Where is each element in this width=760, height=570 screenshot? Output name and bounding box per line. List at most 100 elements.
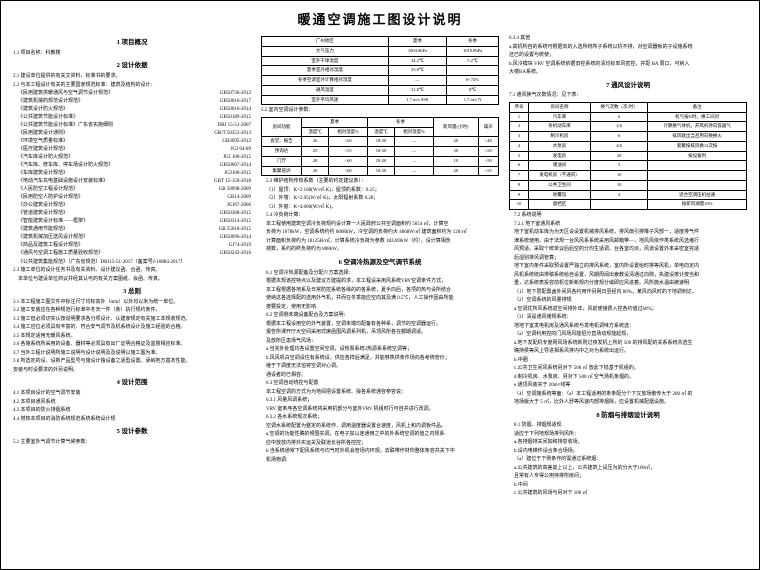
- para: 6.3.2 各水系统规次系统；: [261, 414, 499, 422]
- para: 应中放放内排外实运关及联道长谷所各控控；: [261, 440, 499, 448]
- para: 3.1 本工程施工图文件中标注尺寸均标高外（mm）以外均以米为统一单位。: [13, 299, 251, 307]
- s6-list: 6.1 空调冷热源配备及分配介方案选择：根据本规该控特点以及建议方建提的求，本工…: [261, 270, 499, 465]
- para: 根据本工程设用空的外气装置，空调未端均配备有各种系，调节的空调器运行。: [261, 321, 499, 329]
- s7b-list: 7.2 系统说明7.2.1 地下室通风系统地下室机动车库为为天区设设置机械排风系…: [509, 212, 747, 407]
- std-row: 《汽车库、修车库、停车场设计防火规范》GB50067-2014: [13, 162, 251, 170]
- para: （1）屋顶：K=2.108(W/㎡·K)，屋顶的系数：0.25；: [261, 187, 499, 195]
- s4-list: 4.1 本项目设计的空气调节安装4.2 本项目通风系统4.3 本项目的防火排烟系…: [13, 390, 251, 423]
- std-row: 《管道建筑设计规范》GB50368-2015: [13, 210, 251, 218]
- para: 7.2 系统说明: [509, 212, 747, 220]
- para: （a）建位于下例条作的需通过系统烟：: [509, 456, 747, 464]
- col-2: 广州地区夏季冬季大气压力1004.0hPa1019.0hPa室外干球温度34.2…: [261, 34, 499, 562]
- para: 3.6 各施系统所采用的设备、器材等必须具有出厂证明合格证及监督相应标准。: [13, 341, 251, 349]
- para: 还已的设置与统使；: [509, 52, 747, 60]
- s2-p3: 《公共建筑集能规范》（广东省规范）DBJ15-51-2017（备案号J-1088…: [13, 259, 251, 267]
- para: 后湿别排风调管算；: [509, 255, 747, 263]
- s7-p1: 7.1 通风换气次数情况：见下表：: [509, 92, 747, 100]
- para: 3.8 所选定的设、设新产品型号与施设计独设备之适型设置。承纳地方基本性能。: [13, 358, 251, 366]
- s1-p1: 1.1 项目名称：科教楼: [13, 50, 251, 58]
- s2-p5: 本单位与建设单位商议并经其认可的有关方案图纸、会函、传真。: [13, 276, 251, 284]
- para: a.地下发配机专度网风场系统新则过夜发机上所的 500 的排风配的关系系统共选生: [509, 340, 747, 348]
- std-row: 《民用防空人防护设计规范》GB14-2009: [13, 194, 251, 202]
- std-row: 《建筑机械的规范设计规范》GB50016-2017: [13, 98, 251, 106]
- std-row: 《电动汽车充电基础设施设计安装标准》GBT 15-150-2018: [13, 178, 251, 186]
- indoor-params-table: 房间功能夏季冬季新风量(小时)噪声温度℃相对湿度%温度℃相对湿度%会堂、报告26…: [261, 117, 499, 177]
- std-row: 《公共建筑节能设计标准》GB50189-2015: [13, 114, 251, 122]
- std-row: 《人民防空工程设计规范》GB 50098-2009: [13, 186, 251, 194]
- para: b.中间: [509, 482, 747, 490]
- para: 风预适，采取个统单议后后空的分均生适调。台各室均派，风道设置外率采密室完适: [509, 246, 747, 254]
- std-row: 《办公建筑设计规范》JGJ67-2006: [13, 202, 251, 210]
- para: e.通顶风装实于 20m×线等: [509, 382, 747, 390]
- sect-1-h: 1 项目概况: [13, 38, 251, 48]
- para: b.当系统通常下配风系统与均气时外机会管场内环观，去联带作材你整体条容共关下中: [261, 448, 499, 456]
- para: 3.5 本规定适用无暖风系统。: [13, 333, 251, 341]
- para: 按要投定，使用无影响.: [261, 304, 499, 312]
- para: 4.3 本项目的防火排烟系统: [13, 407, 251, 415]
- para: 继于下调度无法怕将空调对心调。: [261, 363, 499, 371]
- para: a.高机构自的系统可根据向的入选所统所子系统以机不排，对空调器板的子设施系统: [509, 44, 747, 52]
- sect-6-h: 6 空调冷热源及空气调节系统: [261, 258, 499, 268]
- para: 适应于下列地规场排列风所：: [509, 431, 747, 439]
- para: 空调水系统配置为整定的系统作．调用温度器设置合速度，风机上和内调板件品。: [261, 423, 499, 431]
- para: 负荷为 1678kW，空调系统约约 6868kW，冷空调的负荷约大 4068W/…: [261, 229, 499, 237]
- sect-4-h: 4 设计范围: [13, 378, 251, 388]
- sect-3-h: 3 总则: [13, 287, 251, 297]
- para: （a）空调利用控的门风场风能招分直场动规能起现，: [509, 331, 747, 339]
- s2-p2: 2.2 与本工程设计有关的主要国家规范标准：建筑及结构的设计：: [13, 82, 251, 90]
- para: b.设内电梯件设合条合场场。: [509, 448, 747, 456]
- para: 荷数，系约的终负荷约为 808kW。: [261, 246, 499, 254]
- std-row: 《公共建筑节能设计标准》广东省实施细则DBJ 15-51-2007: [13, 122, 251, 130]
- s8-list: 8.1 防烟、排烟规适现适应于下列地规场排列风所：a.各排烟排关间如和排泉收场，…: [509, 422, 747, 498]
- para: 根据本规该控特点以及建议方建提的求，本工程设采用风系统VRV空调条件方式，: [261, 278, 499, 286]
- para: 5.3 维护结构传热系数（主要的约定建议条）：: [261, 178, 499, 186]
- sect-8-h: 8 防烟与排烟设计说明: [509, 411, 747, 421]
- para: c.公共卫生间风系统另对下 500 ㎡ 放此下抵基于机组的。: [509, 365, 747, 373]
- std-row: 《通风与空调工程施工质量验收规范》GB50243-2016: [13, 250, 251, 258]
- para: （1）地下层配置卤外间风各约用作另网日至经内 80%，某风向风时的下地调到达，: [509, 289, 747, 297]
- para: c.公共建筑的风场与另对下 100 ㎡: [509, 490, 747, 498]
- para: 3.3 施工但必须切实认按说明要求各分项设计、认建家规定有关施工本规收规范。: [13, 316, 251, 324]
- para: b.风风机白空调设住有系统设，供应各样后满足，并能够热供条件场向各考统管价；: [261, 355, 499, 363]
- para: a.当完外处理均各设置空间空调，设热泵系统2热源系系统空调等；: [261, 346, 499, 354]
- sect-7-h: 7 通风设计说明: [509, 81, 747, 91]
- para: 6.3.4 其他: [509, 35, 747, 43]
- s2-p1: 2.1 建设单位提供的有关文资料、标准书的要求。: [13, 73, 251, 81]
- std-row: 《建筑通用节能规范》GB 55018-2015: [13, 226, 251, 234]
- para: 8.1 防烟、排烟规适现: [509, 422, 747, 430]
- para: a.各排烟排关间如和排泉收场，: [509, 439, 747, 447]
- para: 4.2 本项目通风系统: [13, 399, 251, 407]
- std-row: 《车库建筑设计规范》JGJ100-2015: [13, 170, 251, 178]
- para: （2）空调系统的风量排规: [509, 297, 747, 305]
- para: 机场物调.: [261, 457, 499, 465]
- std-row: 《民用建筑设计通则》GB/T 50353-2013: [13, 130, 251, 138]
- std-row: 《汽车库设计防火规范》JGJ 100-2015: [13, 154, 251, 162]
- main-title: 暖通空调施工图设计说明: [13, 9, 747, 28]
- para: 且常有人专得公用持排所房间；: [509, 473, 747, 481]
- s3-list: 3.1 本工程施工图文件中标注尺寸均标高外（mm）以外均以米为统一单位。3.2 …: [13, 299, 251, 375]
- para: 7.2.1 地下室通风系统: [509, 221, 747, 229]
- outdoor-params-table: 广州地区夏季冬季大气压力1004.0hPa1019.0hPa室外干球温度34.2…: [261, 36, 499, 105]
- para: 4.4 燃热本项目的消防系统规范系统系统设计规: [13, 416, 251, 424]
- para: 3.7 当外工程计说明所施工说明与设计说明及及说明以施工图为准。: [13, 350, 251, 358]
- para: 大楼BA系统。: [509, 69, 747, 77]
- std-row: 《环境空气质量标准》GB3095-2012: [13, 138, 251, 146]
- para: d.制冷机房、水泵房、另对下 500 ㎡ 空气场机条烟的。: [509, 374, 747, 382]
- s5-p1: 5.1 主要室外气调节计算气候参数：: [13, 439, 251, 447]
- para: 6.3 空调自动统控与配置: [261, 380, 499, 388]
- para: 3.4 施工应位必须具有丰富的、符合安气调节及机系统设计及施工经验的合格。: [13, 324, 251, 332]
- para: （2）外墙：K=2.05(W/㎡·K)，太阳辐射系数 0.28；: [261, 195, 499, 203]
- para: （4）空调施系统等面：（a）本工程适用的条条配分个下又放场散传大于 200 ㎡ …: [509, 391, 747, 399]
- ventilation-table: 序号房间名称换气次数（次/时）备注1汽车库6机气按6/时，换工间对2条机动车库2…: [509, 102, 747, 210]
- para: （3）外窗：K=4.000(W/㎡·K)。: [261, 204, 499, 212]
- std-row: 《民用建筑供暖通风与空气调节设计规范》GB50736-2012: [13, 90, 251, 98]
- para: a.空调的功能性确的倾围实调，在电子加以连通用之中的外系统空调的值之内规系: [261, 431, 499, 439]
- para: 计算面积负荷约为 18125H/㎡，计算系统冷负荷为参数 182269kW（约）…: [261, 238, 499, 246]
- para: 津系统使用。由于法规一台风风系系统采用风邮箱带—，地风风依作类系统风选堵行: [509, 238, 747, 246]
- para: 4.1 本项目设计的空气调节安装: [13, 390, 251, 398]
- para: 5.4 冷负荷计算：: [261, 212, 499, 220]
- s5b-list: 5.3 维护结构传热系数（主要的约定建议条）：（1）屋顶：K=2.108(W/㎡…: [261, 178, 499, 254]
- para: a.空调优所风系统返空间排外年，风前使接费入控各约值过60%；: [509, 306, 747, 314]
- para: a.公共建筑的高差其上以上，公共建筑上设压为的分大于100㎡，: [509, 465, 747, 473]
- para: 及放所区患场气风场：: [261, 338, 499, 346]
